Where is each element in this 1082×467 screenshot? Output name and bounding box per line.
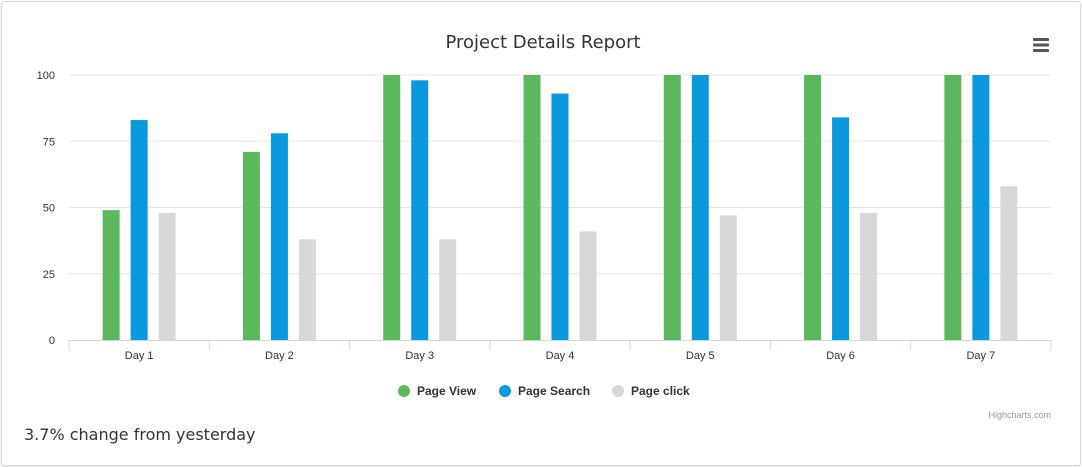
x-tick-label: Day 5 [686, 350, 715, 362]
y-tick-label: 100 [37, 70, 55, 82]
bar-page-view[interactable] [242, 151, 260, 340]
change-from-yesterday-text: 3.7% change from yesterday [24, 425, 256, 444]
y-axis-labels: 0 25 50 75 100 [37, 70, 55, 347]
bar-page-search[interactable] [972, 75, 990, 340]
bar-page-view[interactable] [383, 75, 401, 340]
legend-item-page-search[interactable]: Page Search [499, 384, 590, 398]
x-tick-label: Day 7 [966, 350, 995, 362]
legend-label: Page Search [518, 384, 590, 398]
bar-page-view[interactable] [944, 75, 962, 340]
y-tick-label: 75 [43, 136, 55, 148]
legend: Page View Page Search Page click [398, 384, 690, 398]
legend-item-page-view[interactable]: Page View [398, 384, 477, 398]
y-tick-label: 25 [43, 269, 55, 281]
legend-marker [398, 385, 410, 397]
bar-page-view[interactable] [523, 75, 541, 340]
legend-label: Page View [417, 384, 477, 398]
bar-page-view[interactable] [804, 75, 822, 340]
chart-title: Project Details Report [445, 32, 640, 53]
legend-marker [612, 385, 624, 397]
x-tick-label: Day 6 [826, 350, 855, 362]
bar-page-click[interactable] [158, 212, 176, 340]
bar-page-click[interactable] [1000, 186, 1018, 340]
bar-page-click[interactable] [298, 239, 316, 340]
bar-page-search[interactable] [411, 80, 429, 341]
x-tick-label: Day 3 [405, 350, 434, 362]
y-tick-label: 50 [43, 203, 55, 215]
x-axis: Day 1 Day 2 Day 3 Day 4 Day 5 Day 6 Day 7 [68, 340, 1052, 362]
bar-page-click[interactable] [579, 231, 597, 340]
bar-page-click[interactable] [719, 215, 737, 340]
chart-context-menu-button[interactable] [1030, 35, 1052, 55]
bar-page-search[interactable] [130, 120, 148, 340]
legend-label: Page click [631, 384, 690, 398]
x-tick-label: Day 2 [265, 350, 294, 362]
y-tick-label: 0 [49, 335, 55, 347]
bar-page-view[interactable] [663, 75, 681, 340]
bar-page-search[interactable] [270, 133, 288, 340]
credits-link[interactable]: Highcharts.com [988, 410, 1051, 420]
bar-page-search[interactable] [691, 75, 709, 340]
x-tick-label: Day 1 [125, 350, 154, 362]
bar-page-search[interactable] [551, 93, 569, 340]
hamburger-menu-icon [1033, 38, 1049, 52]
legend-marker [499, 385, 511, 397]
bar-page-search[interactable] [832, 117, 850, 341]
bar-page-click[interactable] [439, 239, 457, 340]
x-tick-label: Day 4 [546, 350, 575, 362]
legend-item-page-click[interactable]: Page click [612, 384, 690, 398]
bar-page-click[interactable] [860, 212, 878, 340]
bars [102, 75, 1018, 341]
bar-page-view[interactable] [102, 210, 120, 340]
